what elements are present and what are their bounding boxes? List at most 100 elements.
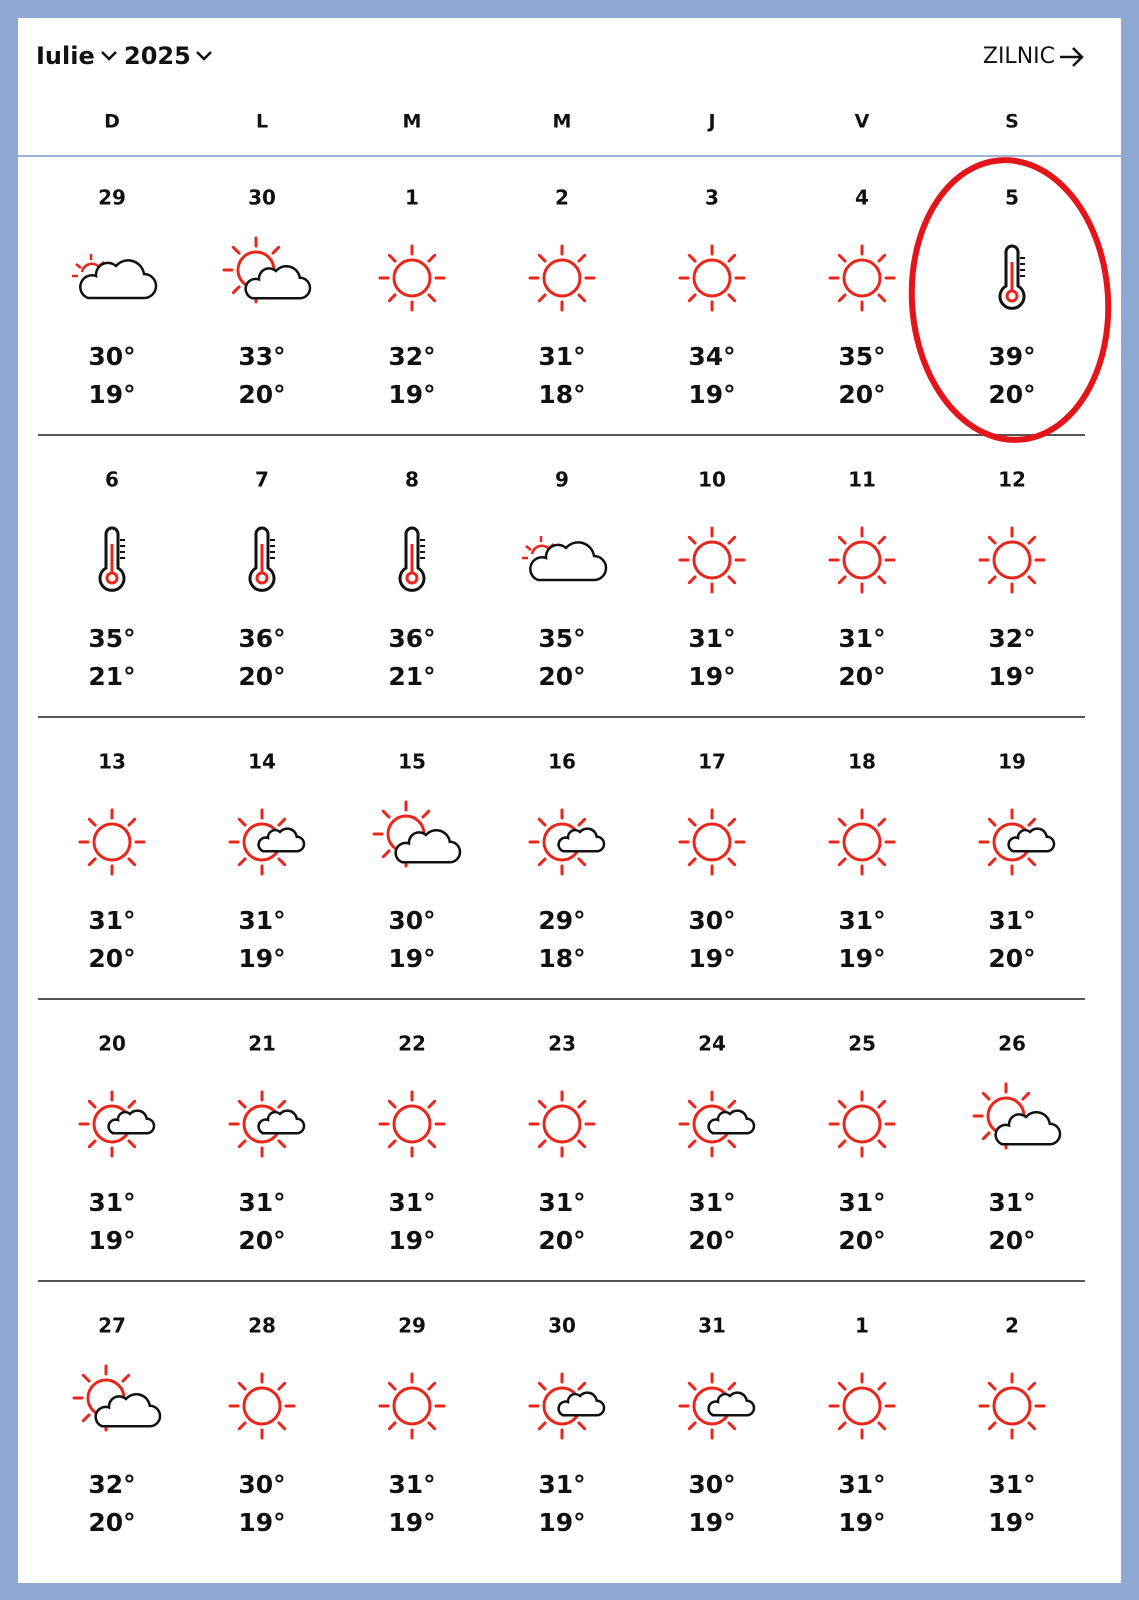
day-cell[interactable]: 22 31° 19° [378, 1032, 446, 1256]
year[interactable]: 2025 [124, 42, 191, 70]
temp-high: 31° [838, 1188, 885, 1217]
temp-high: 33° [238, 342, 285, 371]
day-cell[interactable]: 2 31° 18° [528, 186, 596, 410]
day-cell[interactable]: 3 34° 19° [678, 186, 746, 410]
day-cell[interactable]: 15 30° 19° [372, 750, 462, 974]
day-number: 8 [405, 468, 419, 492]
temp-high: 36° [238, 624, 285, 653]
sun-ray [727, 817, 737, 827]
day-cell[interactable]: 23 31° 20° [528, 1032, 596, 1256]
weather-icon [528, 1372, 606, 1440]
daily-link[interactable]: ZILNIC [983, 44, 1084, 69]
day-cell[interactable]: 21 31° 20° [228, 1032, 306, 1256]
temp-high: 31° [88, 906, 135, 935]
sun-ray [577, 817, 587, 827]
sun-ray [577, 857, 587, 867]
day-cell[interactable]: 30 31° 19° [528, 1314, 606, 1538]
temp-high: 36° [388, 624, 435, 653]
temp-high: 30° [688, 1470, 735, 1499]
day-cell[interactable]: 16 29° 18° [528, 750, 606, 974]
sun-ray [837, 293, 847, 303]
day-cell[interactable]: 2 31° 19° [978, 1314, 1046, 1538]
day-cell[interactable]: 12 32° 19° [978, 468, 1046, 692]
day-cell[interactable]: 30 33° 20° [222, 186, 312, 410]
day-cell[interactable]: 14 31° 19° [228, 750, 306, 974]
day-number: 10 [698, 468, 726, 492]
weekday: J [706, 111, 715, 133]
day-number: 21 [248, 1032, 276, 1056]
day-cell[interactable]: 1 32° 19° [378, 186, 446, 410]
day-cell[interactable]: 29 30° 19° [72, 186, 158, 410]
sun-disc [842, 822, 882, 862]
weather-icon [222, 236, 312, 304]
day-number: 29 [98, 186, 126, 210]
day-cell[interactable]: 9 35° 20° [522, 468, 608, 692]
link[interactable]: ZILNIC [983, 44, 1055, 69]
temp-low: 20° [988, 1226, 1035, 1255]
weather-icon [78, 808, 146, 876]
day-cell[interactable]: 7 36° 20° [238, 468, 285, 692]
day-cell[interactable]: 1 31° 19° [828, 1314, 896, 1538]
sun-ray [537, 293, 547, 303]
day-number: 5 [1005, 186, 1019, 210]
day-cell[interactable]: 11 31° 20° [828, 468, 896, 692]
sun-disc [842, 540, 882, 580]
sun-ray [1027, 575, 1037, 585]
sun-ray [75, 263, 82, 269]
temp-high: 31° [88, 1188, 135, 1217]
sun-ray [277, 1381, 287, 1391]
cloud [707, 1391, 756, 1417]
day-cell[interactable]: 6 35° 21° [88, 468, 135, 692]
day-cell[interactable]: 5 39° 20° [988, 186, 1035, 410]
cloud [94, 1392, 162, 1428]
sun-ray [687, 293, 697, 303]
day-number: 31 [698, 1314, 726, 1338]
chevron [196, 51, 212, 61]
day-cell[interactable]: 19 31° 20° [978, 750, 1056, 974]
day-cell[interactable]: 24 31° 20° [678, 1032, 756, 1256]
sun-ray [987, 575, 997, 585]
day-cell[interactable]: 29 31° 19° [378, 1314, 446, 1538]
day-cell[interactable]: 4 35° 20° [828, 186, 896, 410]
temp-low: 19° [388, 944, 435, 973]
month-select[interactable]: Iulie [36, 42, 117, 70]
day-cell[interactable]: 17 30° 19° [678, 750, 746, 974]
weather-icon [678, 244, 746, 312]
temp-low: 19° [688, 380, 735, 409]
sun-ray [427, 1139, 437, 1149]
day-cell[interactable]: 28 30° 19° [228, 1314, 296, 1538]
temp-low: 20° [838, 662, 885, 691]
sun-ray [687, 1139, 697, 1149]
weekday: D [104, 111, 120, 133]
sun-ray [987, 817, 997, 827]
sun-disc [842, 1104, 882, 1144]
sun-ray [981, 1131, 991, 1141]
temp-low: 20° [838, 1226, 885, 1255]
temp-high: 29° [538, 906, 585, 935]
cloud [79, 259, 158, 300]
month[interactable]: Iulie [36, 42, 95, 70]
sun-disc [242, 1386, 282, 1426]
day-cell[interactable]: 31 30° 19° [678, 1314, 756, 1538]
day-cell[interactable]: 13 31° 20° [78, 750, 146, 974]
cloud [1007, 827, 1056, 853]
day-cell[interactable]: 20 31° 19° [78, 1032, 156, 1256]
sun-ray [537, 1381, 547, 1391]
sun-disc [542, 258, 582, 298]
sun-ray [537, 1099, 547, 1109]
day-cell[interactable]: 10 31° 19° [678, 468, 746, 692]
day-cell[interactable]: 25 31° 20° [828, 1032, 896, 1256]
temp-low: 20° [838, 380, 885, 409]
day-number: 27 [98, 1314, 126, 1338]
year-select[interactable]: 2025 [124, 42, 212, 70]
sun-ray [277, 1421, 287, 1431]
day-cell[interactable]: 18 31° 19° [828, 750, 896, 974]
day-cell[interactable]: 8 36° 21° [388, 468, 435, 692]
sun-ray [577, 293, 587, 303]
day-cell[interactable]: 27 32° 20° [72, 1314, 162, 1538]
day-cell[interactable]: 26 31° 20° [972, 1032, 1062, 1256]
sun-ray [231, 245, 241, 255]
chevron [101, 51, 117, 61]
sun-ray [277, 857, 287, 867]
